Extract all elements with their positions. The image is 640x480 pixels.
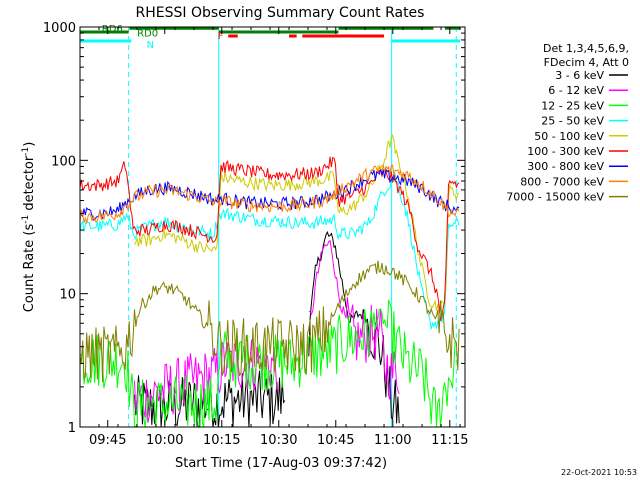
legend-header-line: Det 1,3,4,5,6,9,: [543, 42, 629, 55]
y-tick-label: 1000: [43, 21, 76, 36]
y-axis-label-superscript: -1: [21, 215, 31, 224]
y-tick-label: 10: [59, 288, 76, 303]
status-bar-label: RD6: [102, 24, 123, 35]
legend-label: 3 - 6 keV: [555, 69, 604, 82]
legend-items: 3 - 6 keV 6 - 12 keV 12 - 25 keV 25 - 50 ke…: [506, 69, 628, 204]
y-axis-label-superscript: -1: [21, 147, 31, 156]
legend: Det 1,3,4,5,6,9, FDecim 4, Att 0 3 - 6 k…: [506, 42, 629, 204]
series-line-6-12-kev: [134, 339, 278, 423]
legend-label: 100 - 300 keV: [527, 145, 604, 158]
legend-label: 300 - 800 keV: [527, 160, 604, 173]
timestamp: 22-Oct-2021 10:53: [561, 468, 637, 477]
x-tick-label: 10:15: [203, 433, 240, 448]
series-line-300-800-kev: [79, 168, 460, 221]
series-line-12-25-kev: [79, 299, 456, 429]
x-tick-label: 11:00: [374, 433, 411, 448]
y-axis-label-part: detector: [22, 155, 37, 215]
legend-label: 50 - 100 keV: [534, 130, 604, 143]
y-tick-label: 100: [51, 154, 76, 169]
status-bars: N F RD0 RD6: [80, 24, 461, 51]
plot-frame: [79, 26, 466, 428]
legend-label: 25 - 50 keV: [541, 115, 604, 128]
series-line-7000-15000-kev: [79, 260, 460, 383]
legend-label: 7000 - 15000 keV: [506, 191, 604, 204]
x-tick-label: 10:45: [317, 433, 354, 448]
legend-label: 6 - 12 keV: [548, 84, 604, 97]
x-tick-label: 09:45: [89, 433, 126, 448]
x-tick-label: 10:00: [146, 433, 183, 448]
y-axis-label-part: Count Rate (s: [22, 224, 37, 313]
y-tick-label: 1: [68, 421, 76, 436]
series-line-50-100-kev: [134, 134, 460, 314]
legend-label: 12 - 25 keV: [541, 99, 604, 112]
y-axis-label-part: ): [22, 142, 37, 147]
legend-label: 800 - 7000 keV: [520, 175, 604, 188]
y-axis-label: Count Rate (s-1 detector-1): [21, 142, 37, 313]
series-line-6-12-kev: [308, 239, 400, 400]
series-layer: [79, 134, 460, 429]
series-line-800-7000-kev: [79, 164, 460, 225]
axes: 09:45 10:00 10:15 10:30 10:45 11:00 11:15 1 10 10…: [43, 21, 469, 448]
chart-title: RHESSI Observing Summary Count Rates: [136, 5, 425, 21]
status-bar-label: F: [218, 31, 224, 42]
legend-header-line: FDecim 4, Att 0: [544, 56, 629, 69]
x-axis-label: Start Time (17-Aug-03 09:37:42): [175, 456, 387, 471]
x-tick-label: 11:15: [431, 433, 468, 448]
x-tick-label: 10:30: [260, 433, 297, 448]
series-line-100-300-kev: [79, 156, 460, 321]
status-bar-label: N: [147, 40, 154, 51]
status-bar-label: RD0: [137, 29, 158, 40]
